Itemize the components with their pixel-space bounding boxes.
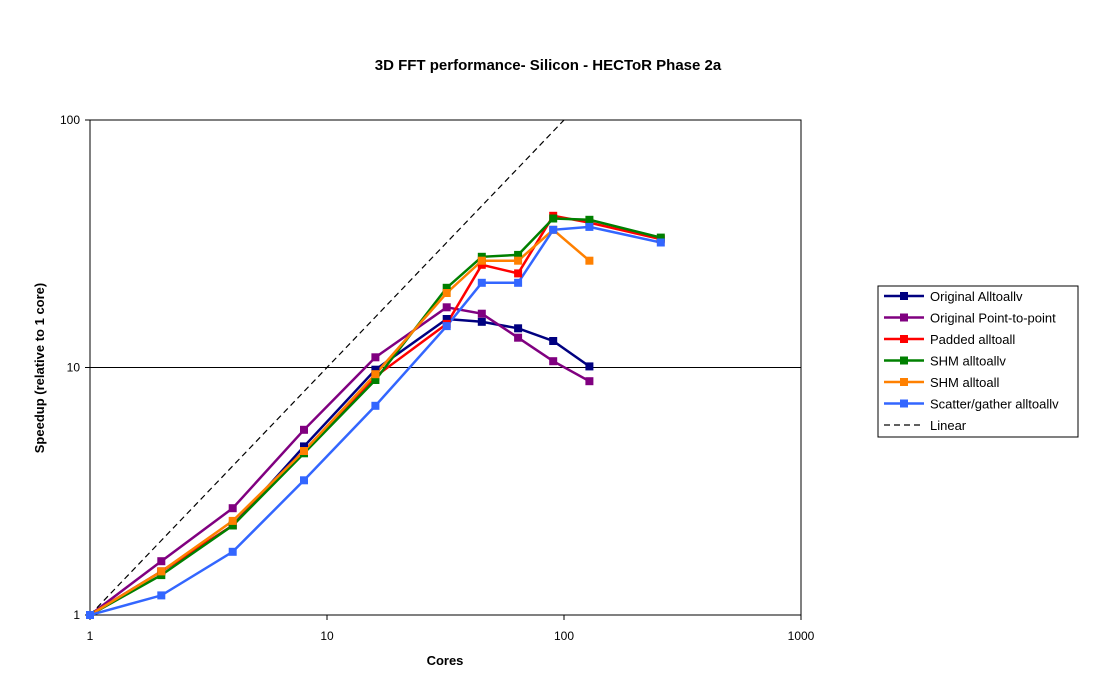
point-scatter-gather-alltoallv: [86, 611, 94, 619]
point-original-alltoallv: [514, 324, 523, 333]
point-original-point-to-point: [371, 353, 380, 362]
point-original-alltoallv: [477, 317, 486, 326]
point-shm-alltoall: [514, 256, 523, 265]
point-original-point-to-point: [442, 303, 451, 312]
legend-marker-padded-alltoall: [900, 335, 908, 343]
legend-label-shm-alltoallv: SHM alltoallv: [930, 354, 1006, 369]
point-shm-alltoallv: [549, 214, 558, 223]
legend: Original Alltoallv Original Point-to-poin…: [877, 285, 1079, 438]
grid: [90, 119, 801, 616]
x-tick-label: 1000: [788, 629, 815, 643]
point-shm-alltoallv: [585, 215, 594, 224]
point-shm-alltoall: [228, 516, 237, 525]
x-tick-label: 100: [554, 629, 574, 643]
point-scatter-gather-alltoallv: [549, 225, 558, 234]
axis-ticks: 1 10 100 1 10 100 1000: [60, 113, 815, 643]
point-scatter-gather-alltoallv: [157, 591, 166, 600]
x-tick-label: 1: [87, 629, 94, 643]
point-original-point-to-point: [477, 309, 486, 318]
point-shm-alltoall: [300, 447, 308, 455]
point-original-point-to-point: [228, 504, 237, 513]
legend-label-linear: Linear: [930, 418, 967, 433]
point-shm-alltoallv: [442, 283, 451, 292]
legend-marker-original-alltoallv: [900, 292, 908, 300]
point-scatter-gather-alltoallv: [514, 278, 523, 287]
legend-label-original-point-to-point: Original Point-to-point: [930, 311, 1056, 326]
legend-marker-original-point-to-point: [900, 313, 908, 322]
point-scatter-gather-alltoallv: [656, 238, 665, 247]
y-tick-label: 1: [73, 608, 80, 622]
point-original-alltoallv: [585, 362, 594, 371]
point-shm-alltoallv: [514, 250, 523, 259]
point-original-point-to-point: [157, 557, 166, 566]
point-shm-alltoall: [371, 370, 380, 379]
point-shm-alltoall: [477, 256, 486, 265]
y-tick-label: 100: [60, 113, 80, 127]
point-shm-alltoall: [157, 567, 166, 576]
series-markers: [86, 211, 665, 619]
point-original-point-to-point: [514, 333, 523, 342]
point-shm-alltoallv: [371, 376, 380, 384]
legend-marker-scatter-gather-alltoallv: [900, 399, 908, 408]
series-line-shm-alltoall: [90, 228, 591, 615]
point-padded-alltoall: [477, 260, 486, 269]
point-scatter-gather-alltoallv: [442, 322, 451, 331]
point-padded-alltoall: [514, 269, 523, 278]
point-original-alltoallv: [549, 337, 558, 345]
legend-label-shm-alltoall: SHM alltoall: [930, 375, 999, 390]
point-original-alltoallv: [371, 365, 380, 374]
series-line-linear: [90, 120, 565, 615]
y-axis-label: Speedup (relative to 1 core): [32, 283, 47, 454]
y-tick-label: 10: [67, 361, 81, 375]
point-original-point-to-point: [300, 425, 308, 434]
point-scatter-gather-alltoallv: [300, 476, 308, 485]
point-original-alltoallv: [442, 315, 451, 323]
point-scatter-gather-alltoallv: [228, 547, 237, 556]
point-original-point-to-point: [549, 357, 558, 366]
legend-marker-shm-alltoall: [900, 378, 908, 386]
legend-marker-shm-alltoallv: [900, 356, 908, 365]
point-scatter-gather-alltoallv: [585, 222, 594, 231]
point-shm-alltoall: [585, 256, 594, 265]
point-scatter-gather-alltoallv: [371, 401, 380, 410]
point-scatter-gather-alltoallv: [477, 278, 486, 287]
legend-label-original-alltoallv: Original Alltoallv: [930, 289, 1023, 304]
legend-label-scatter-gather-alltoallv: Scatter/gather alltoallv: [930, 397, 1059, 412]
x-tick-label: 10: [320, 629, 334, 643]
point-original-alltoallv: [300, 442, 308, 451]
chart-title: 3D FFT performance- Silicon - HECToR Pha…: [375, 57, 722, 74]
point-original-point-to-point: [585, 377, 594, 386]
point-shm-alltoallv: [228, 521, 237, 530]
point-shm-alltoallv: [656, 233, 665, 242]
legend-label-padded-alltoall: Padded alltoall: [930, 332, 1015, 347]
x-axis-label: Cores: [427, 653, 464, 668]
point-shm-alltoall: [442, 289, 451, 297]
